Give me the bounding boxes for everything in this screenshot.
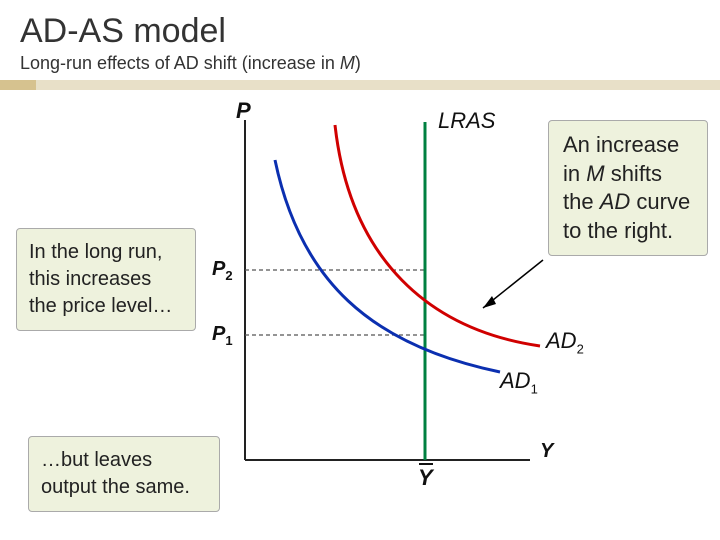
note-ad-shift: An increase in M shifts the AD curve to … [548, 120, 708, 256]
ad2-curve [335, 125, 540, 346]
lras-label: LRAS [438, 108, 495, 134]
note-longrun-price: In the long run, this increases the pric… [16, 228, 196, 331]
chart-svg [200, 110, 560, 490]
adas-chart: P P2 P1 LRAS AD2 AD1 Y Y [200, 110, 540, 480]
p-axis-label: P [236, 98, 251, 124]
ad2-label: AD2 [546, 328, 584, 356]
accent-bar [0, 80, 720, 90]
page-subtitle: Long-run effects of AD shift (increase i… [0, 53, 720, 80]
page-title: AD-AS model [0, 0, 720, 53]
accent-right [36, 80, 720, 90]
y-axis-label: Y [540, 440, 553, 463]
ad1-label: AD1 [500, 368, 538, 396]
p1-tick-label: P1 [212, 323, 233, 348]
note-output-same: …but leaves output the same. [28, 436, 220, 512]
accent-left [0, 80, 36, 90]
p2-tick-label: P2 [212, 258, 233, 283]
ybar-label: Y [418, 465, 433, 491]
callout-arrowhead [483, 296, 496, 308]
